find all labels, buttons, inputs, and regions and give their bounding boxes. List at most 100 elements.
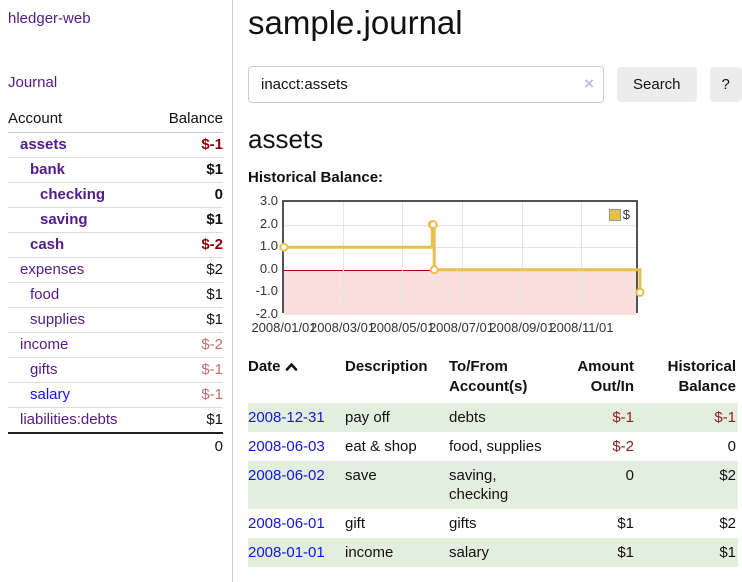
account-row-salary: salary $-1 — [8, 382, 223, 408]
account-row-saving: saving $1 — [8, 207, 223, 233]
transaction-description: income — [345, 538, 449, 567]
x-tick-label: 2008/01/01 — [251, 320, 317, 335]
y-tick-label: -1.0 — [255, 283, 278, 299]
account-link-food[interactable]: food — [30, 286, 60, 303]
account-link-bank[interactable]: bank — [30, 161, 66, 178]
y-tick-label: 3.0 — [259, 193, 278, 208]
gridline — [284, 224, 636, 226]
account-link-liabilities-debts[interactable]: liabilities:debts — [20, 411, 118, 428]
account-row-supplies: supplies $1 — [8, 307, 223, 333]
transaction-date-link[interactable]: 2008-06-02 — [248, 467, 325, 484]
chart-plot-area: $ — [279, 200, 645, 315]
transaction-balance: $1 — [719, 544, 736, 561]
transaction-balance: $2 — [719, 515, 736, 532]
account-balance: $1 — [151, 307, 223, 333]
chart-legend: $ — [606, 206, 632, 223]
account-balance: $1 — [151, 407, 223, 434]
gridline — [342, 202, 344, 311]
account-row-bank: bank $1 — [8, 157, 223, 183]
account-balance: $-1 — [151, 382, 223, 408]
account-balance: 0 — [151, 182, 223, 208]
gridline — [284, 292, 636, 294]
gridline — [461, 202, 463, 311]
transaction-amount: $-1 — [612, 409, 634, 426]
account-balance: $-2 — [151, 332, 223, 358]
transaction-date-link[interactable]: 2008-12-31 — [248, 409, 325, 426]
account-row-gifts: gifts $-1 — [8, 357, 223, 383]
account-link-cash[interactable]: cash — [30, 236, 65, 253]
transaction-balance: 0 — [727, 438, 736, 455]
accounts-total-value: 0 — [151, 432, 223, 460]
transaction-description: pay off — [345, 403, 449, 432]
account-balance: $-1 — [151, 132, 223, 158]
account-heading: assets — [248, 124, 324, 154]
account-link-checking[interactable]: checking — [40, 186, 106, 203]
transaction-date-link[interactable]: 2008-06-03 — [248, 438, 325, 455]
register-row: 2008-06-02 save saving, checking 0 $2 — [248, 461, 738, 509]
data-point-marker — [428, 220, 438, 230]
sidebar-item-journal[interactable]: Journal — [8, 74, 58, 91]
account-link-supplies[interactable]: supplies — [30, 311, 86, 328]
transaction-balance: $-1 — [714, 409, 736, 426]
account-balance: $1 — [151, 207, 223, 233]
transaction-accounts: food, supplies — [449, 438, 542, 455]
transaction-amount: $1 — [617, 544, 634, 561]
account-link-expenses[interactable]: expenses — [20, 261, 85, 278]
sort-ascending-icon — [285, 358, 298, 375]
gridline — [402, 202, 404, 311]
transaction-description: eat & shop — [345, 438, 417, 455]
accounts-column-header: Account — [8, 106, 152, 133]
account-link-income[interactable]: income — [20, 336, 69, 353]
account-row-income: income $-2 — [8, 332, 223, 358]
transaction-date-link[interactable]: 2008-01-01 — [248, 544, 325, 561]
account-link-assets[interactable]: assets — [20, 136, 67, 153]
transaction-accounts: saving, checking — [449, 461, 566, 509]
search-help-button[interactable]: ? — [709, 67, 742, 102]
x-tick-label: 2008/07/01 — [428, 320, 495, 335]
account-row-liabilities-debts: liabilities:debts $1 — [8, 407, 223, 434]
y-tick-label: 2.0 — [259, 215, 278, 231]
legend-label: $ — [622, 207, 630, 222]
register-header-date[interactable]: Date — [248, 355, 345, 403]
account-link-salary[interactable]: salary — [30, 386, 71, 403]
account-link-saving[interactable]: saving — [40, 211, 88, 228]
account-link-gifts[interactable]: gifts — [30, 361, 58, 378]
register-header-balance: Historical Balance — [667, 358, 736, 395]
register-row: 2008-12-31 pay off debts $-1 $-1 — [248, 403, 738, 432]
clear-search-icon[interactable]: × — [584, 74, 594, 93]
register-row: 2008-06-03 eat & shop food, supplies $-2… — [248, 432, 738, 461]
transaction-accounts: salary — [449, 538, 566, 567]
transaction-description: save — [345, 461, 449, 509]
search-form: × Search ? — [248, 66, 742, 103]
transaction-amount: 0 — [625, 467, 634, 484]
transaction-balance: $2 — [719, 467, 736, 484]
x-tick-label: 2008/11/01 — [549, 320, 614, 335]
app-brand-link[interactable]: hledger-web — [8, 10, 91, 27]
data-point-marker — [429, 265, 439, 275]
transaction-description: gift — [345, 515, 366, 532]
y-tick-label: -2.0 — [255, 306, 278, 321]
y-tick-label: 1.0 — [259, 238, 278, 254]
register-header-amount: Amount Out/In — [577, 358, 634, 395]
transaction-date-link[interactable]: 2008-06-01 — [248, 515, 325, 532]
gridline — [521, 202, 523, 311]
account-row-assets: assets $-1 — [8, 132, 223, 158]
search-button[interactable]: Search — [617, 67, 697, 102]
account-balance: $1 — [151, 282, 223, 308]
search-input[interactable] — [248, 66, 604, 103]
transaction-amount: $-2 — [612, 438, 634, 455]
x-tick-label: 2008/05/01 — [369, 320, 435, 335]
sidebar: hledger-web Journal Account Balance asse… — [0, 0, 233, 582]
balance-step-line — [279, 220, 645, 297]
main-content: sample.journal × Search ? assets Histori… — [233, 0, 742, 582]
account-row-expenses: expenses $2 — [8, 257, 223, 283]
register-row: 2008-01-01 income salary $1 $1 — [248, 538, 738, 567]
accounts-total-row: 0 — [8, 432, 223, 460]
gridline — [284, 247, 636, 249]
balance-column-header: Balance — [151, 106, 223, 133]
gridline — [581, 202, 583, 311]
register-row: 2008-06-01 gift gifts $1 $2 — [248, 509, 738, 538]
chart-title: Historical Balance: — [248, 169, 384, 186]
register-header-description: Description — [345, 358, 428, 375]
